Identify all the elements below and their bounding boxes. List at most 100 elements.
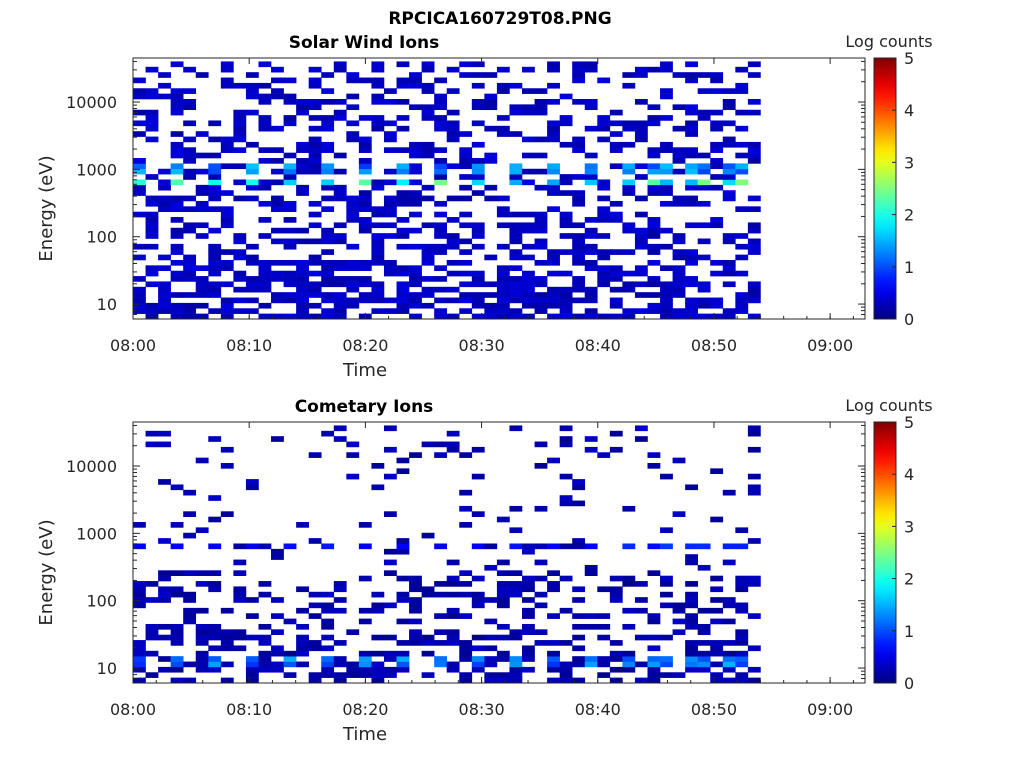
spectrogram-cell — [220, 217, 234, 223]
spectrogram-cell — [195, 581, 209, 587]
spectrogram-cell — [434, 99, 448, 105]
spectrogram-cell — [233, 109, 247, 116]
spectrogram-cell — [609, 313, 623, 320]
spectrogram-cell — [321, 591, 335, 598]
spectrogram-cell — [208, 570, 222, 576]
spectrogram-cell — [735, 677, 749, 684]
x-tick-label: 09:00 — [807, 336, 853, 355]
spectrogram-cell — [283, 276, 297, 282]
spectrogram-cell — [710, 607, 724, 614]
spectrogram-cell — [208, 308, 222, 314]
spectrogram-cell — [271, 195, 284, 202]
spectrogram-cell — [534, 292, 548, 298]
spectrogram-cell — [208, 136, 222, 143]
spectrogram-cell — [471, 174, 485, 180]
spectrogram-cell — [672, 168, 686, 175]
spectrogram-cell — [446, 634, 460, 641]
spectrogram-cell — [722, 141, 736, 148]
spectrogram-cell — [496, 597, 510, 603]
spectrogram-cell — [597, 254, 611, 261]
spectrogram-cell — [233, 120, 247, 127]
spectrogram-cell — [722, 661, 736, 668]
spectrogram-cell — [710, 217, 724, 223]
spectrogram-cell — [735, 152, 749, 159]
spectrogram-cell — [622, 281, 636, 288]
spectrogram-cell — [722, 618, 736, 625]
spectrogram-cell — [747, 297, 761, 304]
spectrogram-cell — [158, 72, 171, 78]
spectrogram-cell — [208, 645, 222, 652]
spectrogram-cell — [308, 281, 322, 288]
spectrogram-cell — [220, 222, 234, 229]
spectrogram-cell — [685, 313, 698, 320]
spectrogram-cell — [584, 125, 598, 132]
spectrogram-cell — [170, 104, 184, 111]
spectrogram-cell — [333, 66, 347, 73]
spectrogram-cell — [158, 168, 171, 175]
y-axis-label: Energy (eV) — [36, 155, 57, 261]
spectrogram-cell — [170, 570, 184, 576]
colorbar-tick-label: 1 — [904, 622, 914, 641]
spectrogram-cell — [609, 211, 623, 218]
spectrogram-cell — [233, 270, 247, 277]
spectrogram-cell — [547, 179, 560, 186]
spectrogram-cell — [321, 206, 335, 212]
spectrogram-cell — [459, 292, 473, 298]
spectrogram-cell — [308, 125, 322, 132]
spectrogram-cell — [245, 281, 259, 288]
spectrogram-cell — [484, 634, 498, 641]
spectrogram-cell — [572, 254, 586, 261]
spectrogram-cell — [509, 179, 523, 186]
spectrogram-cell — [459, 238, 473, 245]
spectrogram-cell — [547, 302, 560, 309]
spectrogram-cell — [220, 607, 234, 614]
spectrogram-cell — [622, 313, 636, 320]
spectrogram-cell — [396, 61, 410, 68]
spectrogram-cell — [597, 77, 611, 84]
spectrogram-cell — [496, 66, 510, 73]
spectrogram-cell — [459, 222, 473, 229]
spectrogram-cell — [271, 436, 284, 442]
spectrogram-cell — [509, 281, 523, 288]
spectrogram-cell — [685, 602, 698, 609]
spectrogram-cell — [195, 607, 209, 614]
spectrogram-cell — [471, 270, 485, 277]
spectrogram-cell — [283, 168, 297, 175]
spectrogram-cell — [170, 168, 184, 175]
figure-title: RPCICA160729T08.PNG — [388, 9, 611, 29]
spectrogram-cell — [183, 259, 197, 266]
spectrogram-cell — [321, 607, 335, 614]
spectrogram-cell — [145, 623, 159, 630]
spectrogram-cell — [133, 168, 146, 175]
spectrogram-cell — [170, 586, 184, 593]
spectrogram-cell — [534, 441, 548, 448]
spectrogram-cell — [346, 661, 360, 668]
spectrogram-cell — [509, 233, 523, 239]
y-axis-label: Energy (eV) — [36, 519, 57, 625]
spectrogram-cell — [434, 120, 448, 127]
spectrogram-cell — [722, 168, 736, 175]
spectrogram-cell — [584, 543, 598, 550]
spectrogram-cell — [358, 543, 372, 550]
spectrogram-cell — [145, 120, 159, 127]
spectrogram-cell — [421, 115, 435, 121]
spectrogram-cell — [660, 543, 673, 550]
spectrogram-cell — [660, 61, 673, 68]
spectrogram-cell — [208, 259, 222, 266]
spectrogram-cell — [245, 141, 259, 148]
spectrogram-cell — [271, 292, 284, 298]
spectrogram-cell — [710, 158, 724, 164]
spectrogram-cell — [547, 99, 560, 105]
spectrogram-cell — [333, 238, 347, 245]
spectrogram-cell — [459, 184, 473, 191]
spectrogram-cell — [271, 297, 284, 304]
spectrogram-cell — [559, 211, 573, 218]
spectrogram-cell — [496, 677, 510, 684]
spectrogram-cell — [409, 452, 422, 458]
spectrogram-cell — [245, 93, 259, 100]
spectrogram-cell — [697, 163, 711, 170]
spectrogram-cell — [258, 270, 272, 277]
spectrogram-cell — [195, 457, 209, 464]
spectrogram-cell — [647, 666, 661, 673]
spectrogram-cell — [371, 222, 385, 229]
